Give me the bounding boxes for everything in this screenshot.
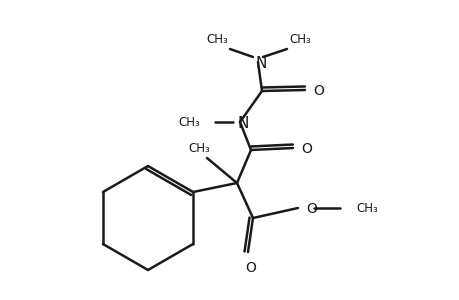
- Text: O: O: [312, 84, 323, 98]
- Text: CH₃: CH₃: [289, 32, 310, 46]
- Text: CH₃: CH₃: [178, 116, 200, 128]
- Text: N: N: [255, 56, 266, 70]
- Text: O: O: [305, 202, 316, 216]
- Text: CH₃: CH₃: [206, 32, 227, 46]
- Text: CH₃: CH₃: [188, 142, 209, 155]
- Text: O: O: [245, 261, 256, 275]
- Text: N: N: [237, 116, 248, 130]
- Text: CH₃: CH₃: [355, 202, 377, 214]
- Text: O: O: [300, 142, 311, 156]
